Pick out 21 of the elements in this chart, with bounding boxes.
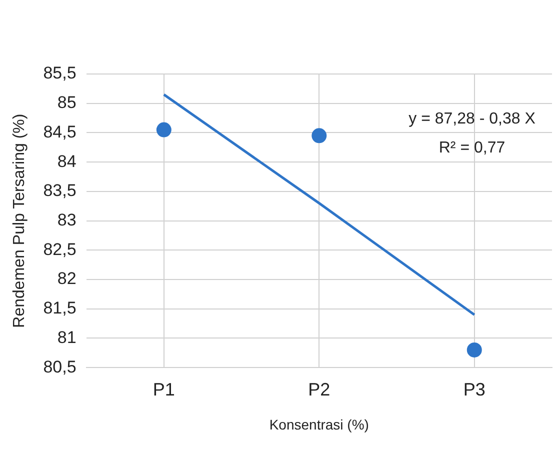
x-tick-label: P1 xyxy=(152,379,175,400)
y-tick-label: 82 xyxy=(57,269,76,288)
x-axis-title: Konsentrasi (%) xyxy=(269,416,369,432)
point xyxy=(466,342,482,358)
y-tick-label: 83 xyxy=(57,210,76,230)
y-tick-label: 82,5 xyxy=(43,240,76,259)
y-tick-label: 84 xyxy=(57,152,76,171)
y-tick-label: 81,5 xyxy=(43,298,76,318)
y-tick-label: 81 xyxy=(57,328,76,347)
x-tick-label: P3 xyxy=(463,379,486,400)
y-tick-label: 80,5 xyxy=(43,357,76,376)
y-axis-title: Rendemen Pulp Tersaring (%) xyxy=(11,114,28,328)
point xyxy=(312,128,327,144)
annotation: R² = 0,77 xyxy=(438,139,506,156)
x-tick-label: P2 xyxy=(308,379,330,400)
y-tick-label: 83,5 xyxy=(43,181,76,200)
point xyxy=(156,122,172,138)
y-tick-label: 85 xyxy=(57,93,76,112)
y-tick-label: 85,5 xyxy=(43,64,76,83)
annotation: y = 87,28 - 0,38 X xyxy=(408,110,536,128)
y-tick-label: 84,5 xyxy=(43,122,76,142)
